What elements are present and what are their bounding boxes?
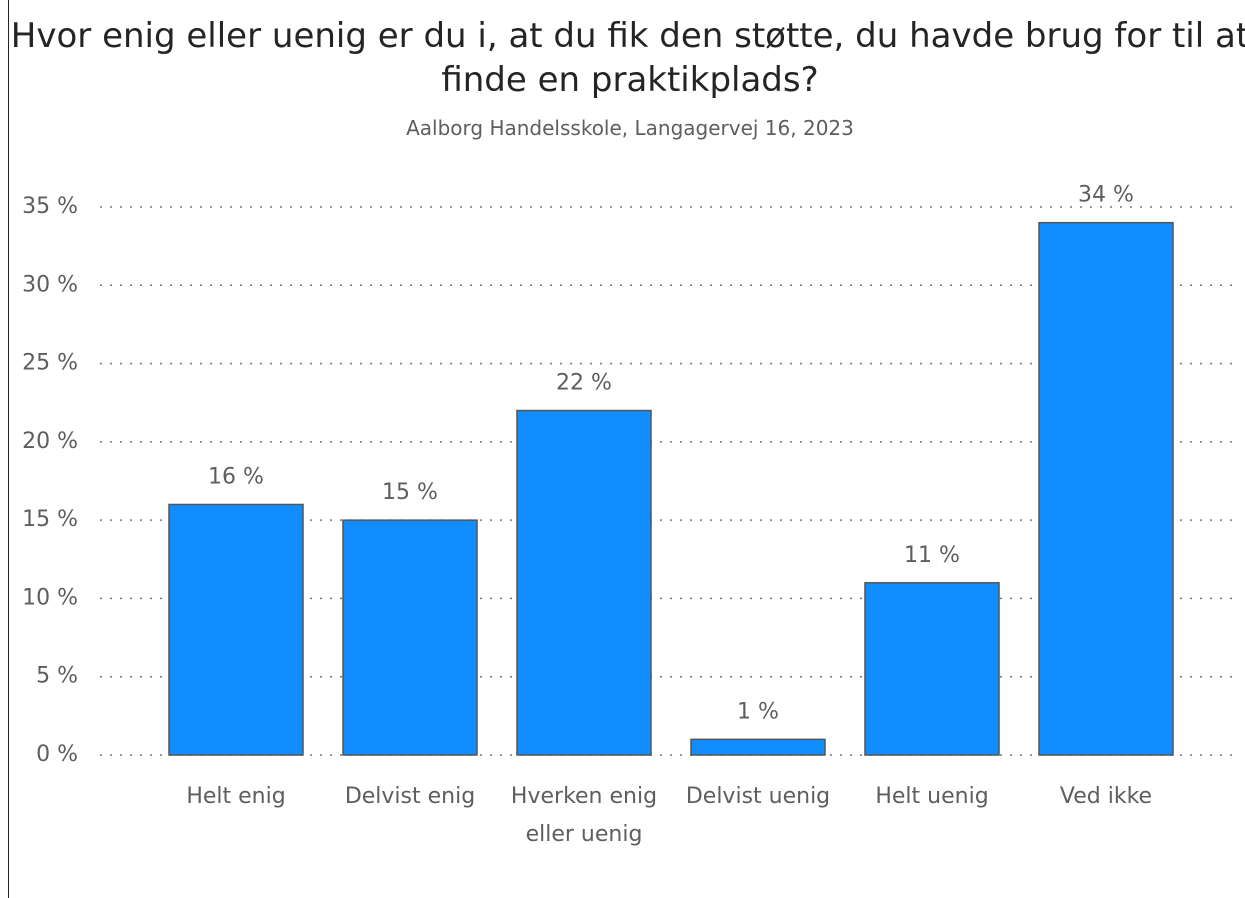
y-tick-label: 20 % bbox=[22, 429, 78, 454]
chart-subtitle: Aalborg Handelsskole, Langagervej 16, 20… bbox=[406, 116, 854, 140]
y-tick-label: 5 % bbox=[36, 664, 78, 689]
bar bbox=[168, 503, 304, 756]
chart-title: Hvor enig eller uenig er du i, at du fik… bbox=[10, 16, 1245, 100]
data-label: 22 % bbox=[556, 371, 612, 396]
x-tick-label: Ved ikke bbox=[1059, 784, 1153, 809]
y-tick-label: 25 % bbox=[22, 351, 78, 376]
bar bbox=[516, 409, 652, 756]
frame bbox=[8, 0, 1236, 898]
y-tick-label: 30 % bbox=[22, 272, 78, 297]
bar bbox=[690, 738, 826, 756]
y-tick-label: 35 % bbox=[22, 194, 78, 219]
x-tick-label: Hverken enig eller uenig bbox=[510, 784, 658, 847]
data-label: 1 % bbox=[737, 699, 779, 724]
y-tick-label: 10 % bbox=[22, 585, 78, 610]
x-tick-label: Delvist enig bbox=[344, 784, 476, 809]
data-label: 16 % bbox=[208, 464, 264, 489]
data-label: 11 % bbox=[904, 543, 960, 568]
x-tick-label: Helt uenig bbox=[875, 784, 989, 809]
data-label: 34 % bbox=[1078, 183, 1134, 208]
x-tick-label: Delvist uenig bbox=[685, 784, 831, 809]
bar bbox=[864, 582, 1000, 756]
y-tick-label: 0 % bbox=[36, 742, 78, 767]
x-tick-label: Helt enig bbox=[186, 784, 286, 809]
data-label: 15 % bbox=[382, 480, 438, 505]
y-tick-label: 15 % bbox=[22, 507, 78, 532]
bar bbox=[342, 519, 478, 756]
bar bbox=[1038, 221, 1174, 756]
